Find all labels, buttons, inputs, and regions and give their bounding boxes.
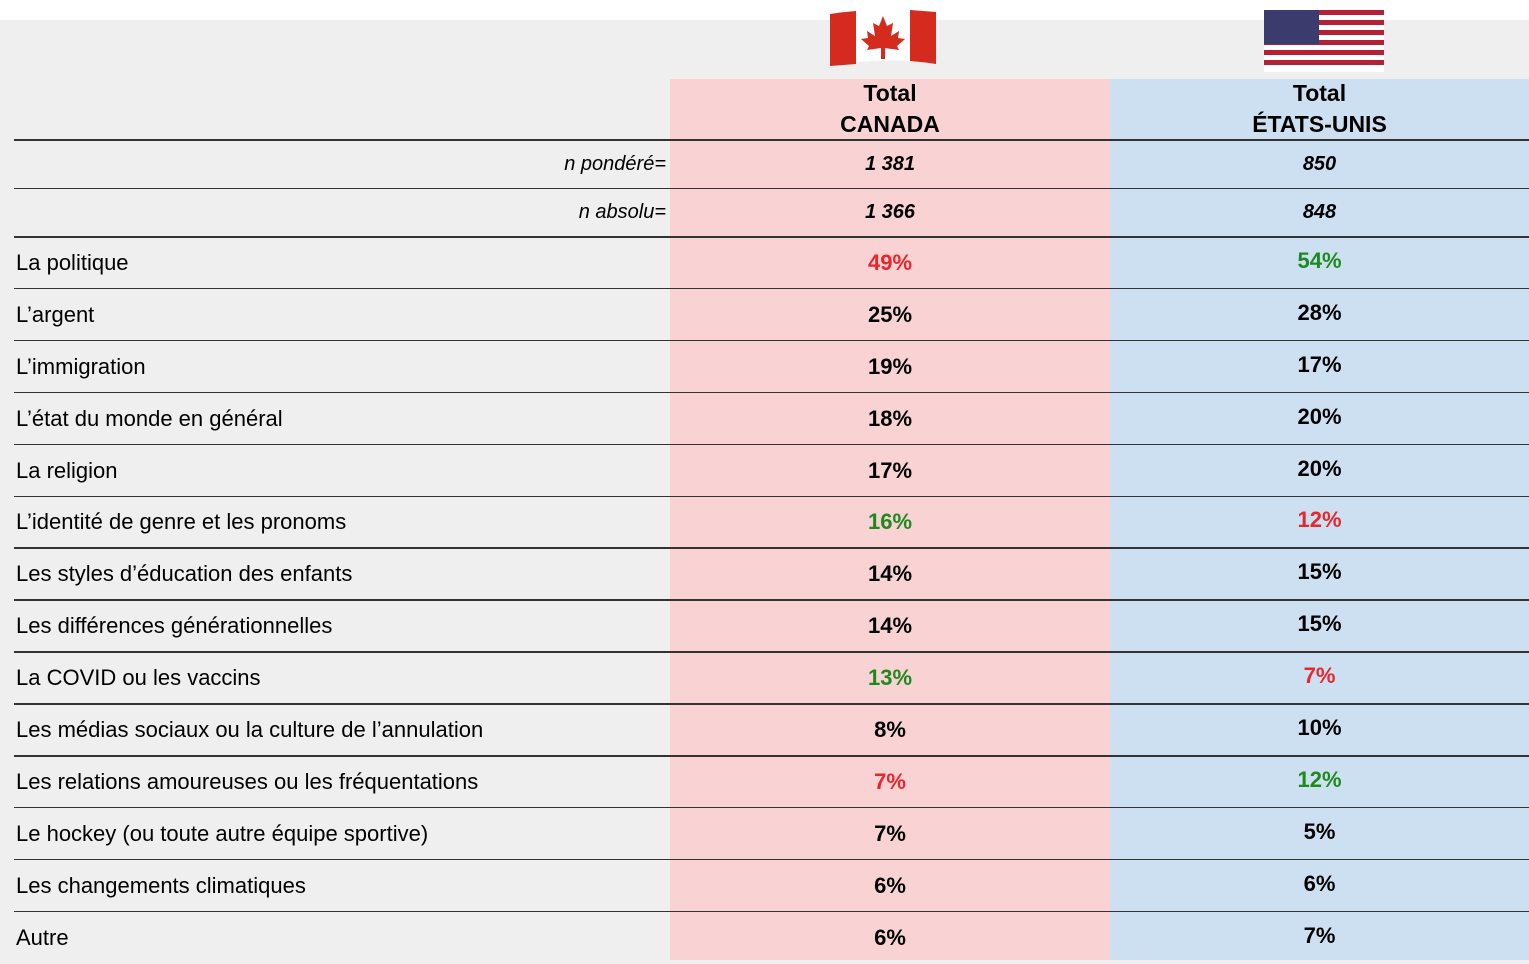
row-label: Les médias sociaux ou la culture de l’an… — [16, 717, 484, 743]
row-value: 49% — [867, 249, 913, 275]
sample-value: 850 — [1302, 152, 1337, 175]
row-rule — [14, 910, 1529, 913]
row-rule — [14, 443, 1529, 446]
usa-column — [1110, 79, 1529, 960]
row-rule — [14, 287, 1529, 290]
row-rule — [14, 599, 1529, 601]
header-line: CANADA — [840, 111, 940, 137]
row-rule — [14, 139, 1529, 141]
canada-column — [670, 79, 1110, 960]
row-value: 7% — [1303, 663, 1336, 689]
row-value: 54% — [1297, 247, 1342, 273]
header-line: ÉTATS-UNIS — [1252, 111, 1387, 137]
row-value: 12% — [1297, 766, 1342, 792]
row-rule — [14, 806, 1529, 809]
row-value: 17% — [1297, 351, 1342, 377]
row-value: 15% — [1297, 559, 1342, 585]
row-label: Les différences générationnelles — [16, 613, 333, 639]
row-value: 19% — [867, 353, 913, 379]
sample-value: 1 366 — [864, 201, 916, 224]
top-band — [0, 0, 1529, 20]
row-value: 6% — [874, 872, 906, 898]
row-rule — [14, 236, 1529, 238]
header-line: Total — [863, 80, 917, 106]
row-rule — [14, 703, 1529, 705]
row-value: 10% — [1297, 715, 1342, 741]
row-value: 18% — [867, 405, 913, 431]
row-label: La religion — [16, 457, 118, 483]
row-label: L’état du monde en général — [16, 405, 283, 431]
row-value: 12% — [1297, 507, 1342, 533]
row-value: 7% — [874, 768, 906, 794]
row-value: 5% — [1303, 818, 1336, 844]
row-rule — [14, 495, 1529, 497]
canada-flag — [830, 8, 936, 67]
row-label: Les relations amoureuses ou les fréquent… — [16, 768, 479, 794]
row-value: 16% — [867, 509, 913, 535]
row-value: 8% — [874, 717, 906, 743]
row-value: 6% — [874, 924, 906, 950]
row-value: 25% — [867, 301, 913, 327]
row-label: La COVID ou les vaccins — [16, 665, 261, 691]
row-value: 6% — [1303, 870, 1336, 896]
row-label: La politique — [16, 249, 129, 275]
row-rule — [14, 651, 1529, 653]
header-line: Total — [1292, 80, 1347, 106]
row-rule — [14, 187, 1529, 189]
row-value: 15% — [1297, 611, 1342, 637]
row-label: Les styles d’éducation des enfants — [16, 561, 353, 587]
row-rule — [14, 755, 1529, 757]
row-label: L’immigration — [16, 353, 146, 379]
row-label: Les changements climatiques — [16, 872, 306, 898]
sample-label: n absolu= — [578, 201, 666, 224]
sample-value: 1 381 — [864, 152, 916, 175]
row-value: 20% — [1297, 403, 1342, 429]
row-rule — [14, 391, 1529, 394]
row-value: 17% — [867, 457, 913, 483]
row-label: Autre — [16, 924, 69, 950]
sample-label: n pondéré= — [564, 152, 666, 175]
sample-value: 848 — [1302, 201, 1337, 224]
row-label: L’identité de genre et les pronoms — [16, 509, 347, 535]
row-value: 13% — [867, 665, 913, 691]
row-rule — [14, 547, 1529, 549]
row-value: 20% — [1297, 455, 1342, 481]
usa-flag — [1264, 10, 1384, 72]
row-rule — [14, 339, 1529, 342]
column-header: Total CANADA — [670, 78, 1110, 140]
row-value: 7% — [874, 820, 906, 846]
row-value: 14% — [867, 561, 913, 587]
column-header: Total ÉTATS-UNIS — [1110, 78, 1529, 140]
row-rule — [14, 858, 1529, 861]
row-value: 14% — [867, 613, 913, 639]
row-value: 7% — [1303, 922, 1336, 948]
row-label: Le hockey (ou toute autre équipe sportiv… — [16, 820, 429, 846]
row-value: 28% — [1297, 299, 1342, 325]
row-label: L’argent — [16, 301, 95, 327]
